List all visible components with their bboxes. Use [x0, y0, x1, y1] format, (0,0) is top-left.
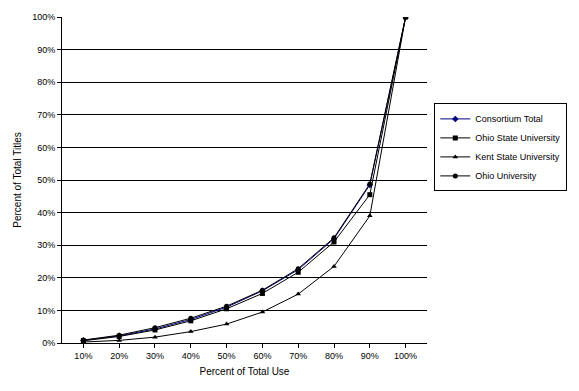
svg-text:20%: 20% — [37, 273, 55, 283]
svg-text:60%: 60% — [37, 143, 55, 153]
svg-text:60%: 60% — [253, 351, 271, 361]
svg-text:10%: 10% — [74, 351, 92, 361]
svg-text:50%: 50% — [218, 351, 236, 361]
svg-text:Consortium Total: Consortium Total — [475, 114, 542, 124]
svg-text:Ohio State University: Ohio State University — [475, 133, 560, 143]
svg-text:30%: 30% — [37, 240, 55, 250]
svg-text:40%: 40% — [37, 208, 55, 218]
svg-text:10%: 10% — [37, 306, 55, 316]
svg-text:40%: 40% — [182, 351, 200, 361]
svg-text:70%: 70% — [289, 351, 307, 361]
svg-text:90%: 90% — [361, 351, 379, 361]
svg-text:Percent of Total Titles: Percent of Total Titles — [12, 132, 23, 227]
svg-text:80%: 80% — [37, 77, 55, 87]
svg-text:20%: 20% — [110, 351, 128, 361]
svg-text:100%: 100% — [32, 12, 55, 22]
svg-text:Percent of Total Use: Percent of Total Use — [200, 366, 290, 377]
svg-text:30%: 30% — [146, 351, 164, 361]
svg-text:80%: 80% — [325, 351, 343, 361]
svg-text:50%: 50% — [37, 175, 55, 185]
svg-text:90%: 90% — [37, 45, 55, 55]
svg-text:Ohio University: Ohio University — [475, 171, 537, 181]
svg-text:Kent State University: Kent State University — [475, 152, 560, 162]
svg-text:70%: 70% — [37, 110, 55, 120]
svg-text:0%: 0% — [42, 338, 55, 348]
svg-text:100%: 100% — [394, 351, 417, 361]
